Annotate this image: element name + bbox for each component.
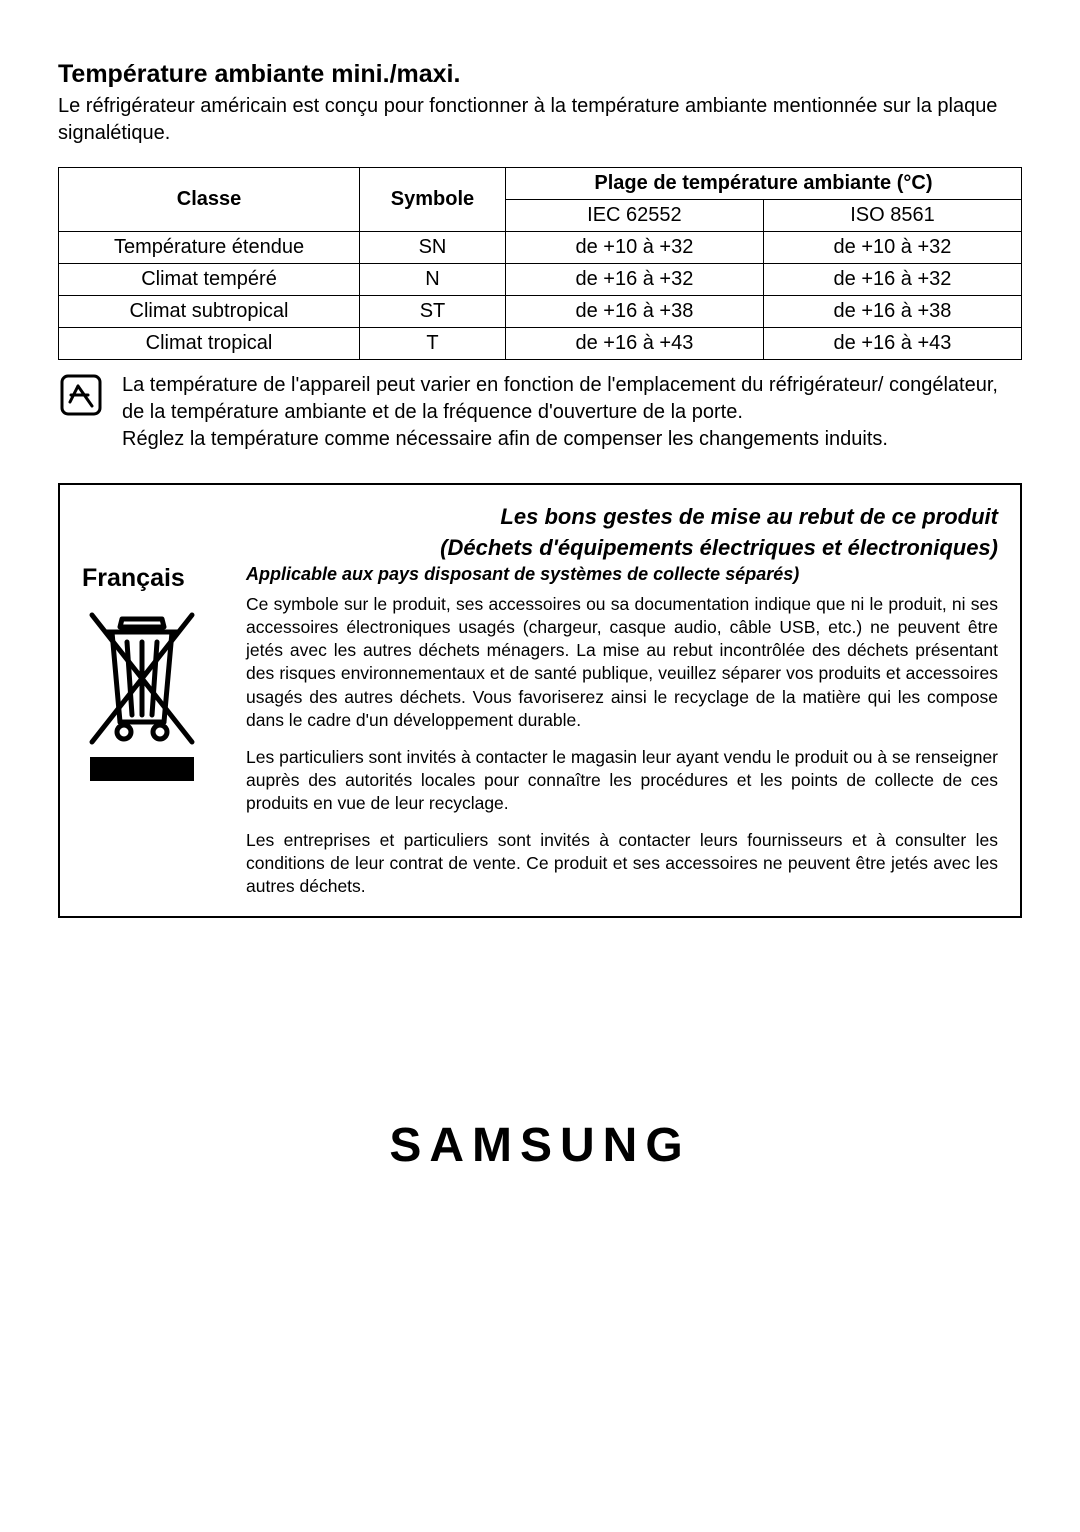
cell-iso: de +16 à +43 xyxy=(763,328,1021,360)
cell-iso: de +16 à +32 xyxy=(763,264,1021,296)
samsung-logo: SAMSUNG xyxy=(389,1119,690,1172)
cell-iec: de +16 à +38 xyxy=(505,296,763,328)
para2: Les particuliers sont invités à contacte… xyxy=(246,746,998,815)
col-iso: ISO 8561 xyxy=(763,200,1021,232)
cell-iso: de +10 à +32 xyxy=(763,232,1021,264)
cell-symbole: T xyxy=(360,328,506,360)
cell-iec: de +16 à +32 xyxy=(505,264,763,296)
col-symbole: Symbole xyxy=(360,168,506,232)
section-title: Température ambiante mini./maxi. xyxy=(58,60,1022,89)
disposal-left: Français xyxy=(82,564,222,898)
table-header-row: Classe Symbole Plage de température ambi… xyxy=(59,168,1022,200)
cell-classe: Température étendue xyxy=(59,232,360,264)
col-iec: IEC 62552 xyxy=(505,200,763,232)
table-row: Climat subtropical ST de +16 à +38 de +1… xyxy=(59,296,1022,328)
disposal-heading2: (Déchets d'équipements électriques et él… xyxy=(82,534,998,563)
disposal-body: Français xyxy=(82,564,998,898)
note-line1: La température de l'appareil peut varier… xyxy=(122,374,998,423)
para1: Ce symbole sur le produit, ses accessoir… xyxy=(246,593,998,732)
intro-text: Le réfrigérateur américain est conçu pou… xyxy=(58,93,1022,147)
note-text: La température de l'appareil peut varier… xyxy=(122,372,1022,453)
weee-bin-icon xyxy=(82,607,202,787)
cell-iec: de +16 à +43 xyxy=(505,328,763,360)
applicable-text: Applicable aux pays disposant de système… xyxy=(246,564,998,585)
temperature-table: Classe Symbole Plage de température ambi… xyxy=(58,167,1022,360)
cell-iso: de +16 à +38 xyxy=(763,296,1021,328)
table-row: Climat tropical T de +16 à +43 de +16 à … xyxy=(59,328,1022,360)
cell-classe: Climat tempéré xyxy=(59,264,360,296)
cell-symbole: SN xyxy=(360,232,506,264)
col-plage: Plage de température ambiante (°C) xyxy=(505,168,1021,200)
para3: Les entreprises et particuliers sont inv… xyxy=(246,829,998,898)
cell-iec: de +10 à +32 xyxy=(505,232,763,264)
note-line2: Réglez la température comme nécessaire a… xyxy=(122,428,888,450)
disposal-right: Applicable aux pays disposant de système… xyxy=(246,564,998,898)
disposal-heading1: Les bons gestes de mise au rebut de ce p… xyxy=(82,503,998,532)
table-row: Température étendue SN de +10 à +32 de +… xyxy=(59,232,1022,264)
disposal-box: Les bons gestes de mise au rebut de ce p… xyxy=(58,483,1022,918)
language-label: Français xyxy=(82,564,222,593)
logo-wrap: SAMSUNG xyxy=(58,1118,1022,1173)
cell-classe: Climat tropical xyxy=(59,328,360,360)
cell-classe: Climat subtropical xyxy=(59,296,360,328)
page: Température ambiante mini./maxi. Le réfr… xyxy=(0,0,1080,1233)
note-row: La température de l'appareil peut varier… xyxy=(58,372,1022,453)
cell-symbole: N xyxy=(360,264,506,296)
cell-symbole: ST xyxy=(360,296,506,328)
col-classe: Classe xyxy=(59,168,360,232)
note-icon xyxy=(58,372,104,418)
table-row: Climat tempéré N de +16 à +32 de +16 à +… xyxy=(59,264,1022,296)
